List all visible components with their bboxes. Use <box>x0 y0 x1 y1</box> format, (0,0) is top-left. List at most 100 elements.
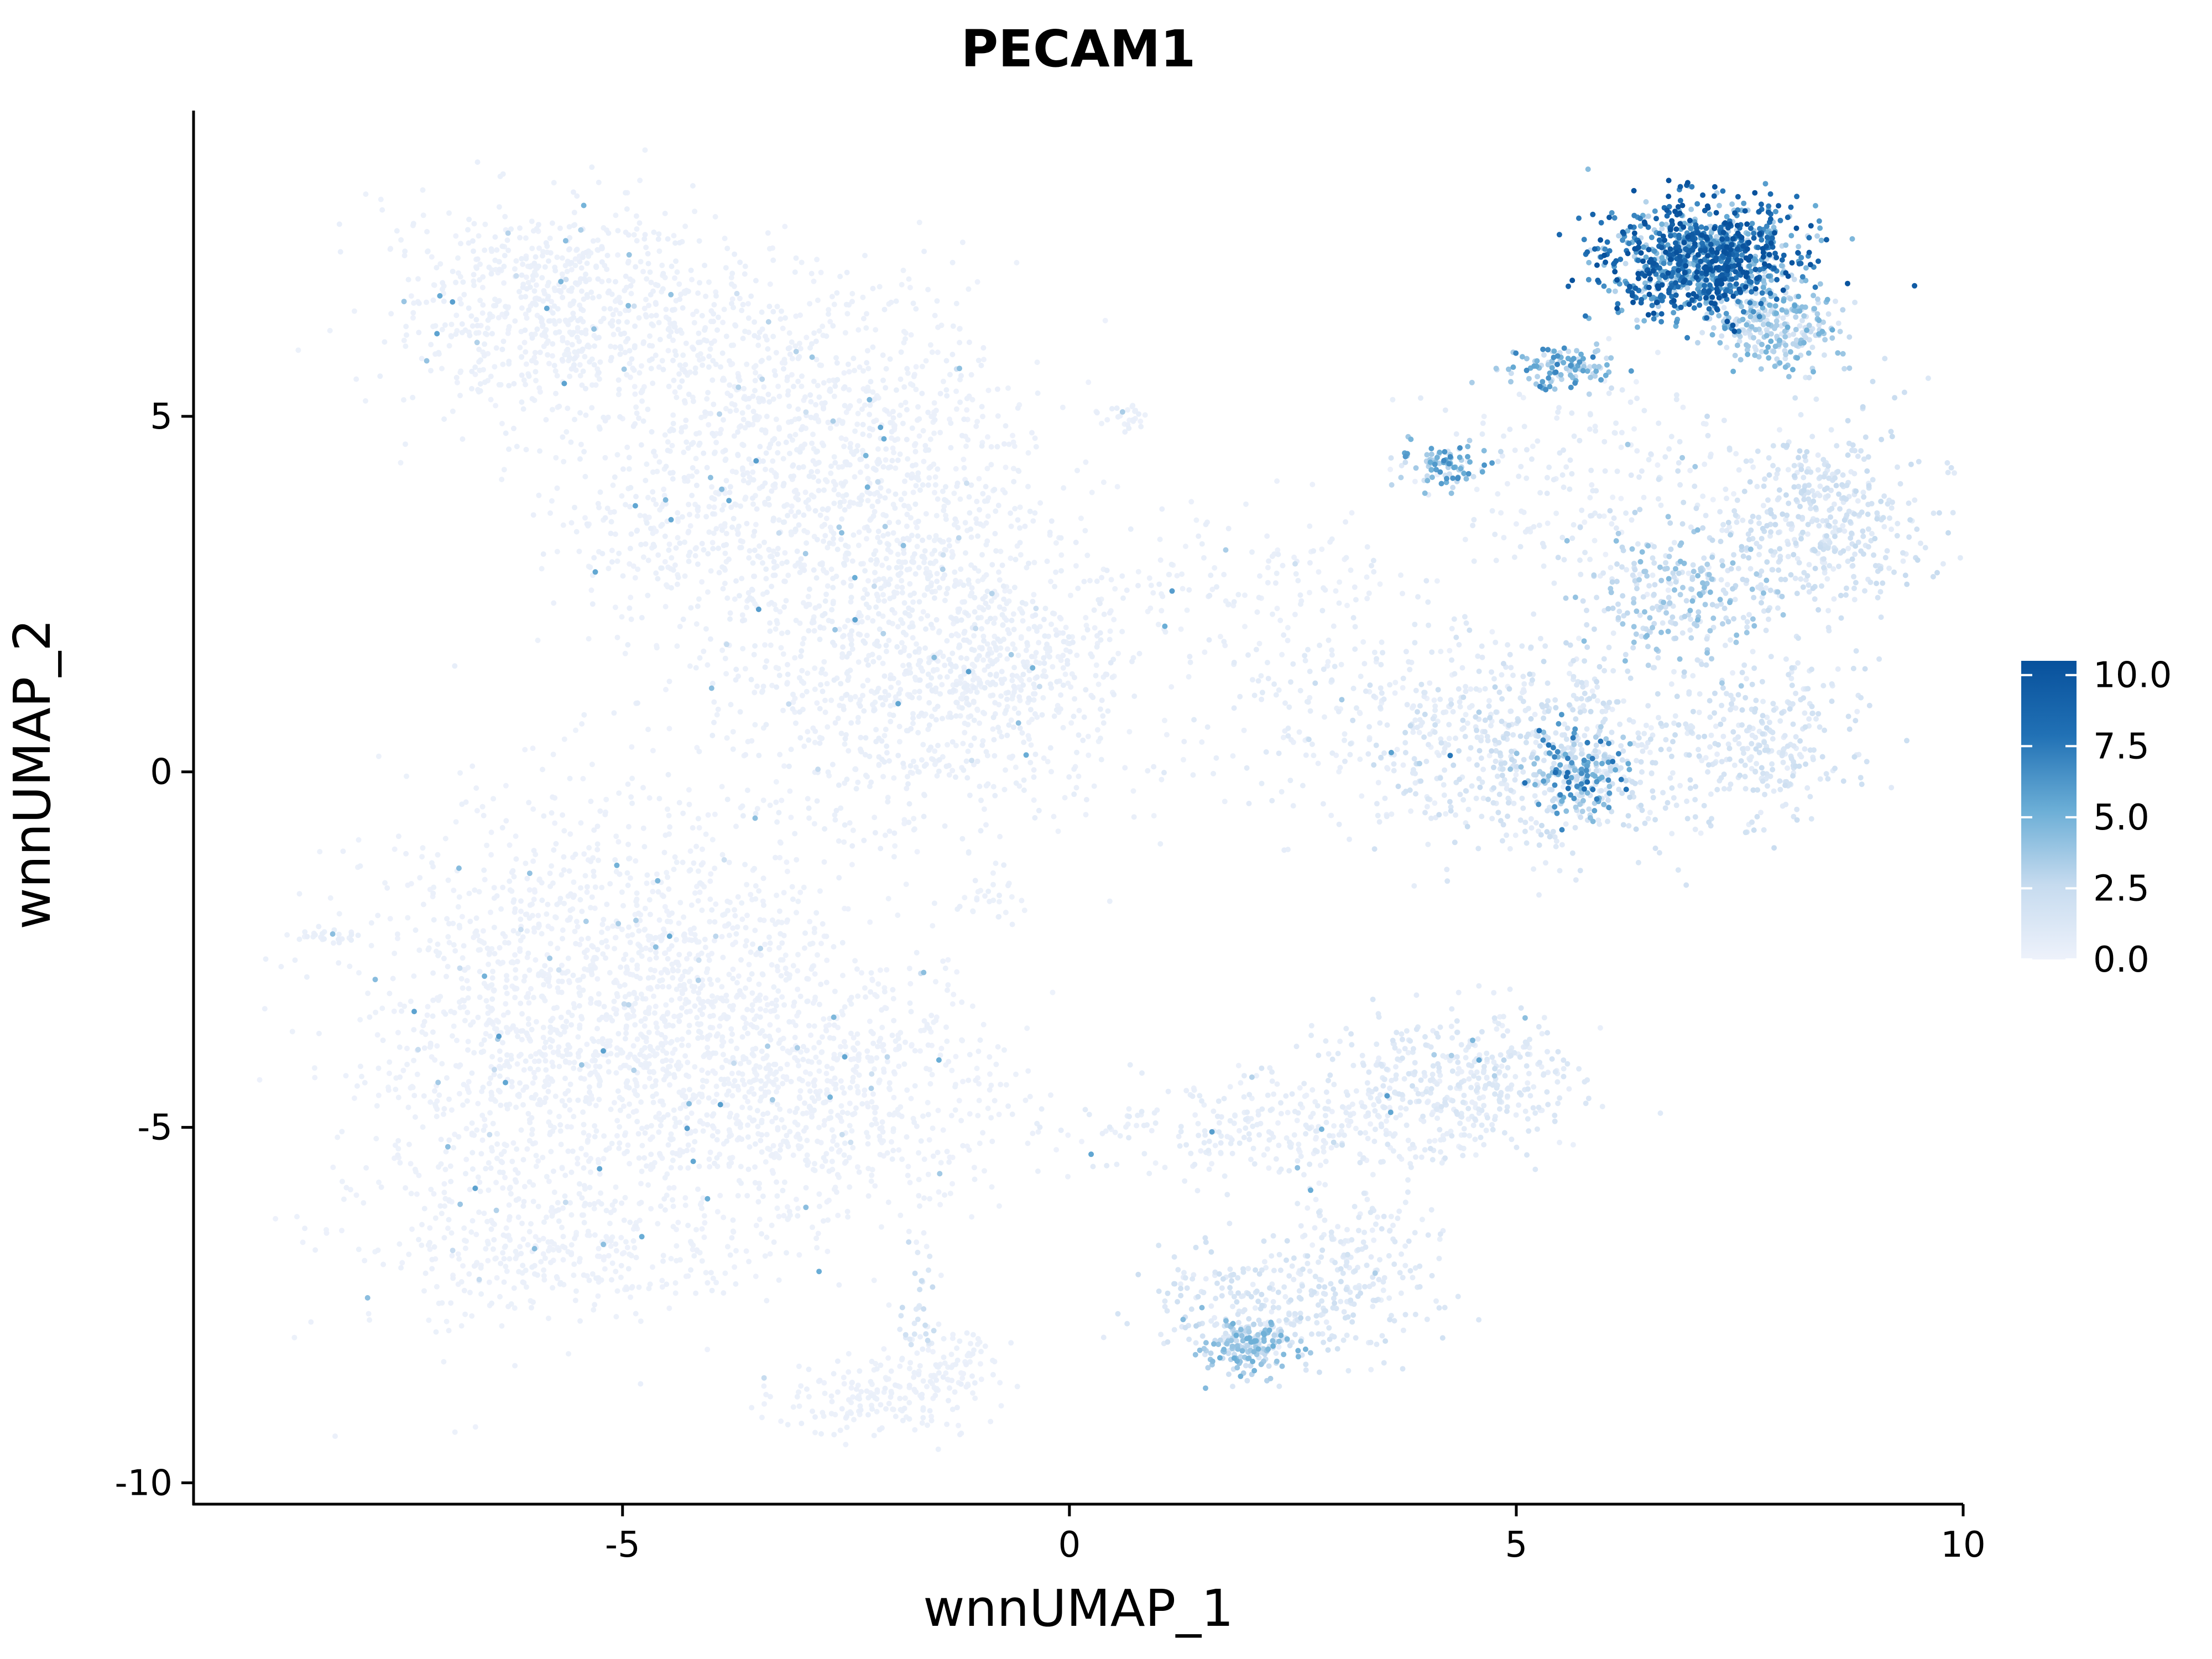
data-point <box>568 267 575 273</box>
data-point <box>530 1299 536 1305</box>
data-point <box>406 1251 412 1258</box>
data-point <box>945 982 951 988</box>
data-point <box>664 1050 670 1056</box>
data-point <box>530 1141 536 1147</box>
data-point <box>721 306 727 312</box>
data-point <box>463 1171 468 1177</box>
data-point <box>509 1079 515 1085</box>
data-point <box>686 1022 692 1029</box>
data-point <box>852 766 858 772</box>
data-point <box>719 1065 725 1071</box>
data-point <box>693 1290 699 1296</box>
data-point <box>862 985 868 991</box>
data-point <box>746 1060 752 1065</box>
data-point <box>799 667 805 674</box>
data-point <box>742 425 748 431</box>
data-point <box>494 1275 500 1281</box>
data-point <box>836 464 842 470</box>
data-point <box>273 1215 279 1222</box>
data-point <box>963 1384 969 1390</box>
data-point <box>819 1034 825 1040</box>
data-point <box>586 845 592 851</box>
data-point <box>655 984 661 990</box>
data-point <box>332 1433 338 1439</box>
data-point <box>577 362 583 368</box>
data-point <box>339 1228 345 1234</box>
data-point <box>786 975 792 981</box>
data-point <box>641 305 648 311</box>
data-point <box>434 1106 440 1112</box>
data-point <box>628 290 634 296</box>
data-point <box>685 445 691 451</box>
data-point <box>487 950 493 956</box>
data-point <box>743 925 749 931</box>
data-point <box>721 1290 727 1296</box>
data-point <box>634 238 640 244</box>
data-point <box>774 963 780 969</box>
data-point <box>592 905 598 911</box>
data-point <box>720 586 726 592</box>
data-point <box>886 638 892 644</box>
data-point <box>709 837 716 843</box>
data-point <box>562 352 568 358</box>
data-point <box>578 441 584 447</box>
data-point <box>634 922 640 928</box>
data-point <box>712 811 718 817</box>
data-point <box>367 1014 373 1020</box>
data-point <box>868 970 874 976</box>
data-point <box>479 284 486 290</box>
data-point <box>594 823 601 830</box>
data-point <box>872 509 878 515</box>
data-point <box>773 1115 779 1121</box>
data-point <box>595 1293 601 1299</box>
data-point <box>457 393 463 399</box>
data-point <box>706 364 712 370</box>
data-point <box>859 406 865 412</box>
data-point <box>696 330 702 336</box>
data-point <box>430 1029 436 1035</box>
data-point <box>572 1297 578 1303</box>
data-point <box>705 589 711 595</box>
data-point <box>500 361 506 367</box>
data-point <box>746 962 752 968</box>
data-point <box>529 1126 535 1133</box>
data-point <box>577 1256 583 1261</box>
data-point <box>610 482 616 488</box>
data-point <box>503 1001 509 1007</box>
data-point <box>619 926 625 932</box>
data-point <box>889 1156 895 1162</box>
data-point <box>692 937 698 943</box>
data-point <box>622 1036 628 1042</box>
data-point <box>685 1042 691 1048</box>
data-point <box>347 1187 353 1193</box>
data-point <box>969 1003 975 1009</box>
data-point <box>533 1019 539 1025</box>
data-point <box>544 340 550 346</box>
data-point <box>715 977 721 983</box>
data-point <box>588 799 594 805</box>
data-point <box>572 928 578 935</box>
data-point <box>940 958 946 964</box>
data-point <box>749 1002 755 1008</box>
data-point <box>636 315 642 321</box>
data-point <box>570 1148 576 1154</box>
data-point <box>435 852 441 858</box>
data-point <box>793 487 799 493</box>
data-point <box>464 978 470 984</box>
data-point <box>603 1208 609 1214</box>
data-point <box>614 634 620 640</box>
data-point <box>644 276 650 282</box>
data-point <box>665 348 671 354</box>
data-point <box>420 901 426 907</box>
data-point <box>821 1380 827 1386</box>
data-point <box>811 474 817 480</box>
data-point <box>707 1025 713 1030</box>
data-point <box>624 1286 630 1292</box>
data-point <box>720 954 726 961</box>
data-point <box>885 1058 890 1065</box>
data-point <box>1235 1062 1241 1068</box>
data-point <box>401 253 408 259</box>
data-point <box>624 964 630 970</box>
data-point <box>713 526 719 532</box>
data-point <box>636 1284 642 1290</box>
